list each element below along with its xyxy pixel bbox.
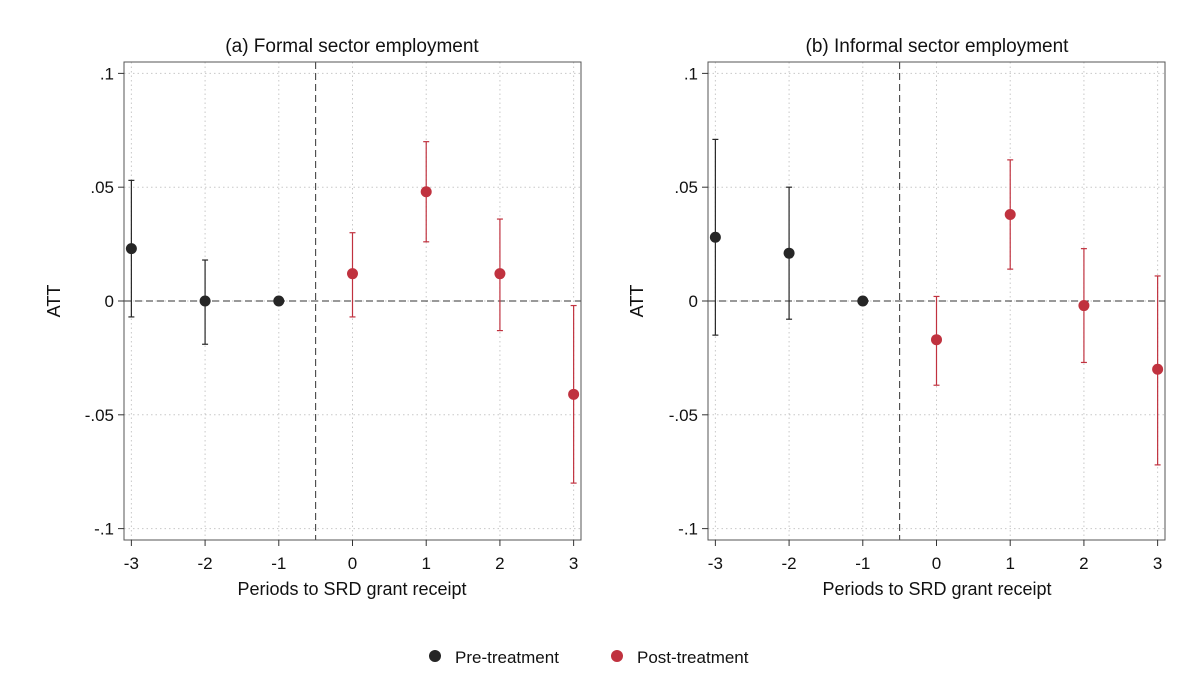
series-post-treatment [347,141,580,484]
legend-marker-post-treatment [611,650,623,662]
data-point [1152,363,1164,375]
data-point [273,295,285,307]
data-point [420,186,432,198]
x-tick-label: 0 [348,554,357,573]
data-point [931,334,942,346]
data-point [1078,300,1090,312]
y-tick-label: .1 [100,64,114,83]
x-tick-label: 3 [569,554,578,573]
series-pre-treatment [125,179,285,345]
panel-a: .1 .05 0 -.05 -.1 -3 -2 -1 0 1 2 3 (a) Formal sector… [44,36,582,599]
data-point [783,247,795,259]
data-point [125,243,137,255]
data-point [347,268,358,280]
y-tick-label: -.05 [85,406,114,425]
y-tick-label: .05 [90,178,114,197]
data-point [199,295,211,307]
series-pre-treatment [709,138,869,336]
x-tick-label: 1 [1005,554,1014,573]
x-tick-label: -3 [708,554,723,573]
y-tick-label: -.1 [94,520,114,539]
y-axis-label: ATT [627,285,647,318]
legend-marker-pre-treatment [429,650,441,662]
series-post-treatment [931,159,1164,466]
data-point [568,388,580,400]
x-axis-label: Periods to SRD grant receipt [822,579,1051,599]
x-tick-label: 2 [1079,554,1088,573]
data-point [1004,209,1016,221]
y-tick-label: -.05 [669,406,698,425]
x-tick-label: -2 [782,554,797,573]
y-tick-label: .05 [674,178,698,197]
data-point [494,268,506,280]
y-tick-label: 0 [689,292,698,311]
legend-label-post-treatment: Post-treatment [637,648,749,667]
x-tick-label: -3 [124,554,139,573]
panel-b: .1 .05 0 -.05 -.1 -3 -2 -1 0 1 2 3 (b) Informal sect… [627,36,1166,599]
x-tick-label: 3 [1153,554,1162,573]
x-axis-label: Periods to SRD grant receipt [237,579,466,599]
panel-title: (a) Formal sector employment [225,36,479,57]
data-point [709,231,721,243]
legend-label-pre-treatment: Pre-treatment [455,648,559,667]
x-tick-label: -1 [855,554,870,573]
y-tick-label: .1 [684,64,698,83]
x-tick-label: -2 [198,554,213,573]
y-tick-label: -.1 [678,520,698,539]
y-tick-label: 0 [105,292,114,311]
chart-panels: .1 .05 0 -.05 -.1 -3 -2 -1 0 1 2 3 (a) Formal sector… [44,36,1166,599]
y-axis-label: ATT [44,285,64,318]
legend: Pre-treatment Post-treatment [429,648,749,667]
x-tick-label: 1 [421,554,430,573]
x-tick-label: 0 [932,554,941,573]
x-tick-label: 2 [495,554,504,573]
x-tick-label: -1 [271,554,286,573]
data-point [857,295,869,307]
panel-title: (b) Informal sector employment [806,36,1070,57]
